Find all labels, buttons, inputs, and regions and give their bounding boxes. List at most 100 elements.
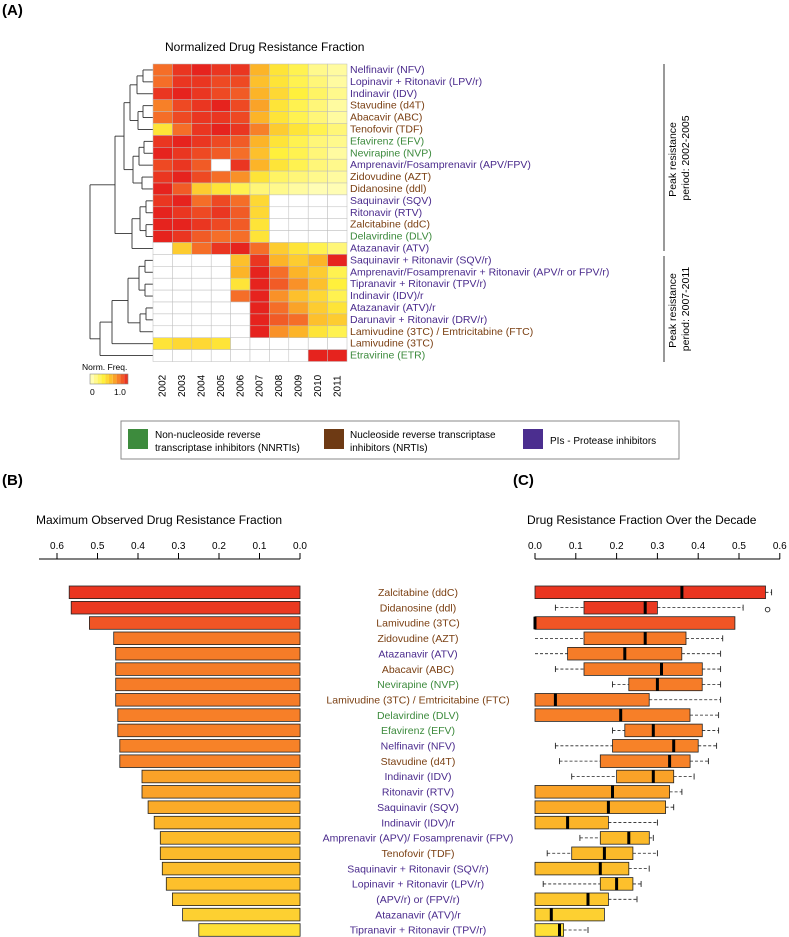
heatmap-cell: [172, 254, 193, 267]
heatmap-cell: [210, 325, 231, 338]
year-label: 2008: [274, 374, 285, 397]
heatmap-cell: [269, 111, 290, 124]
heatmap-cell: [210, 111, 231, 124]
heatmap-cell: [172, 182, 193, 196]
heatmap-cell: [269, 63, 290, 77]
heatmap-cell: [172, 63, 193, 77]
heatmap-drug-label: Nelfinavir (NFV): [350, 64, 425, 76]
drug-label: Lopinavir + Ritonavir (LPV/r): [352, 879, 484, 891]
axis-tick-label: 0.1: [569, 541, 583, 552]
heatmap-title: Normalized Drug Resistance Fraction: [165, 40, 364, 54]
drug-label: Zidovudine (AZT): [377, 633, 458, 645]
heatmap-cell: [230, 147, 251, 160]
heatmap-cell: [327, 99, 348, 112]
heatmap-cell: [307, 289, 328, 303]
heatmap-cell: [152, 218, 173, 231]
heatmap-cell: [288, 123, 309, 136]
heatmap-cell: [307, 135, 328, 148]
heatmap-cell: [307, 63, 328, 77]
heatmap-cell: [327, 242, 348, 255]
heatmap-cell: [191, 147, 212, 160]
heatmap-cell: [191, 206, 212, 219]
heatmap-cell: [210, 75, 231, 89]
box: [534, 800, 667, 814]
panel-b-label: (B): [2, 472, 23, 489]
heatmap-cell: [230, 289, 251, 303]
scale-swatch: [105, 374, 109, 384]
heatmap-cell: [307, 75, 328, 89]
scale-label: Norm. Freq.: [82, 362, 127, 372]
legend-nnrti-swatch: [128, 429, 148, 449]
heatmap-cell: [327, 277, 348, 291]
heatmap-cell: [172, 337, 193, 350]
heatmap-cell: [249, 277, 270, 291]
heatmap-cell: [269, 313, 290, 327]
heatmap-cell: [230, 254, 251, 267]
heatmap-cell: [327, 254, 348, 267]
heatmap-cell: [191, 170, 212, 184]
box: [628, 677, 703, 692]
heatmap-cell: [152, 266, 173, 279]
heatmap-cell: [191, 99, 212, 112]
heatmap-cell: [152, 147, 173, 160]
period-brackets: Peak resistance period: 2002-2005 Peak r…: [663, 64, 692, 362]
bar: [117, 723, 301, 738]
heatmap-cell: [288, 194, 309, 208]
heatmap-cell: [269, 242, 290, 255]
heatmap-drug-label: Atazanavir (ATV): [350, 243, 429, 255]
heatmap-cell: [327, 158, 348, 172]
heatmap-cell: [288, 206, 309, 219]
heatmap-cell: [210, 218, 231, 231]
heatmap-drug-label: Zidovudine (AZT): [350, 171, 431, 183]
drug-label: Saquinavir (SQV): [377, 802, 459, 814]
heatmap-cell: [152, 230, 173, 243]
panel-c: (C) Drug Resistance Fraction Over the De…: [513, 472, 787, 937]
heatmap-drug-label: Atazanavir (ATV)/r: [350, 302, 436, 314]
heatmap-cell: [327, 313, 348, 327]
box: [616, 769, 675, 784]
heatmap-cell: [249, 182, 270, 196]
scale-swatch: [109, 374, 113, 384]
heatmap-cell: [249, 99, 270, 112]
year-label: 2002: [158, 374, 169, 397]
heatmap-cell: [172, 242, 193, 255]
heatmap-cell: [172, 349, 193, 362]
heatmap-cell: [230, 123, 251, 136]
heatmap-cell: [191, 301, 212, 315]
heatmap-cell: [288, 158, 309, 172]
box: [583, 631, 687, 646]
heatmap-cell: [210, 349, 231, 362]
heatmap-drug-label: Amprenavir/Fosamprenavir (APV/FPV): [350, 159, 531, 171]
heatmap-cell: [210, 266, 231, 279]
panel-b-title: Maximum Observed Drug Resistance Fractio…: [36, 513, 282, 527]
drug-label: (APV/r) or (FPV/r): [376, 894, 459, 906]
heatmap-cell: [191, 230, 212, 243]
heatmap-cell: [210, 230, 231, 243]
heatmap-cell: [249, 63, 270, 77]
drug-label: Indinavir (IDV): [384, 771, 451, 783]
heatmap-cell: [152, 242, 173, 255]
heatmap-cell: [172, 289, 193, 303]
heatmap-cell: [210, 313, 231, 327]
heatmap-cell: [288, 99, 309, 112]
heatmap-cell: [307, 99, 328, 112]
drug-label: Efavirenz (EFV): [381, 725, 455, 737]
heatmap-cell: [191, 337, 212, 350]
heatmap-cell: [191, 242, 212, 255]
heatmap-cell: [210, 158, 231, 172]
heatmap-cell: [269, 277, 290, 291]
heatmap-drug-label: Etravirine (ETR): [350, 350, 425, 362]
box: [534, 616, 736, 630]
bar: [159, 831, 301, 845]
heatmap-cell: [172, 313, 193, 327]
scale-max: 1.0: [114, 387, 126, 397]
heatmap-cell: [288, 218, 309, 231]
heatmap-cell: [269, 230, 290, 243]
year-label: 2003: [177, 374, 188, 397]
drug-label: Stavudine (d4T): [381, 756, 456, 768]
heatmap-cell: [210, 135, 231, 148]
year-label: 2009: [294, 374, 305, 397]
heatmap-cell: [327, 63, 348, 77]
heatmap-cell: [249, 206, 270, 219]
